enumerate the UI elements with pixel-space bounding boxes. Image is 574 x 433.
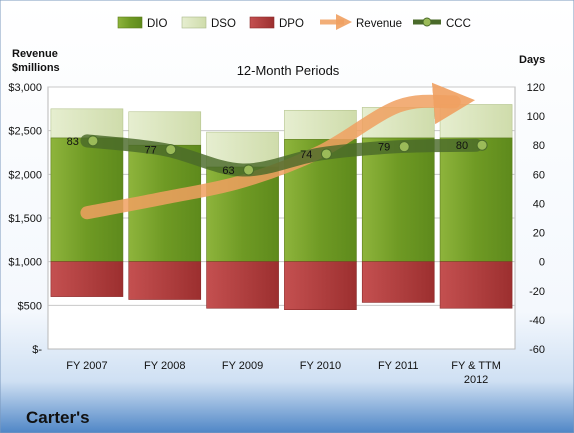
category-label: FY 2007 (66, 360, 107, 372)
legend-swatch-dio (117, 16, 143, 29)
legend-item-dpo: DPO (249, 16, 304, 30)
bar-dpo (439, 261, 513, 309)
legend-label-revenue: Revenue (356, 18, 402, 30)
legend-item-ccc: CCC (413, 17, 471, 30)
right-tick-label: 100 (527, 111, 545, 123)
legend-label-dio: DIO (147, 18, 168, 30)
right-tick-label: -40 (529, 315, 545, 327)
ccc-data-label: 80 (456, 140, 468, 152)
left-tick-label: $2,000 (8, 169, 42, 181)
bar-dio (439, 137, 513, 262)
legend-label-ccc: CCC (446, 18, 471, 30)
left-axis-label-line-2: $millions (12, 62, 60, 74)
category-label: FY 2009 (222, 360, 263, 372)
company-name: Carter's (26, 408, 90, 427)
category-label: FY 2011 (378, 360, 419, 372)
right-tick-label: -20 (529, 286, 545, 298)
legend-label-dpo: DPO (279, 18, 304, 30)
bar-dpo (50, 261, 124, 297)
right-tick-label: 60 (533, 169, 545, 181)
legend-marker-ccc (422, 17, 432, 27)
chart-title: 12-Month Periods (237, 63, 340, 78)
left-tick-label: $- (32, 344, 42, 356)
legend-item-dso: DSO (181, 16, 236, 30)
ccc-data-label: 77 (145, 145, 157, 157)
bar-dio (50, 137, 124, 262)
lines: 83 77 63 74 79 80 (67, 82, 488, 220)
left-tick-label: $2,500 (8, 126, 42, 138)
right-tick-label: 80 (533, 140, 545, 152)
right-tick-label: -60 (529, 344, 545, 356)
legend: DIO DSO DPO Revenue CCC (117, 13, 471, 31)
ccc-data-label: 63 (222, 165, 234, 177)
ccc-marker (243, 164, 255, 176)
bar-dso (284, 109, 357, 140)
category-label: FY & TTM (451, 360, 501, 372)
bar-dpo (361, 261, 435, 303)
ccc-marker (320, 148, 332, 160)
legend-label-dso: DSO (211, 18, 236, 30)
left-tick-label: $1,000 (8, 257, 42, 269)
bar-dio (361, 137, 435, 262)
category-label: 2012 (464, 374, 488, 386)
legend-item-revenue: Revenue (320, 13, 402, 31)
ccc-marker (165, 144, 177, 156)
ccc-data-label: 83 (67, 136, 79, 148)
left-tick-label: $1,500 (8, 213, 42, 225)
right-tick-label: 40 (533, 198, 545, 210)
bar-dpo (206, 261, 279, 309)
axes: $- $500 $1,000 $1,500 $2,000 $2,500 $3,000 -60 -… (8, 82, 545, 386)
legend-swatch-dso (181, 16, 207, 29)
left-tick-label: $3,000 (8, 82, 42, 94)
category-label: FY 2008 (144, 360, 185, 372)
right-tick-label: 20 (533, 228, 545, 240)
ccc-data-label: 79 (378, 142, 390, 154)
category-label: FY 2010 (300, 360, 341, 372)
left-axis-label-line-1: Revenue (12, 48, 58, 60)
left-tick-label: $500 (18, 300, 42, 312)
right-tick-label: 120 (527, 82, 545, 94)
right-axis-label: Days (519, 54, 545, 66)
ccc-data-label: 74 (300, 149, 312, 161)
bar-dpo (128, 261, 202, 300)
bar-dso (439, 104, 513, 139)
right-tick-label: 0 (539, 257, 545, 269)
ccc-marker (87, 135, 99, 147)
legend-item-dio: DIO (117, 16, 168, 30)
bar-dpo (284, 261, 357, 310)
bar-dso (50, 108, 124, 139)
legend-swatch-dpo (249, 16, 275, 29)
ccc-marker (398, 141, 410, 153)
ccc-marker (476, 139, 488, 151)
